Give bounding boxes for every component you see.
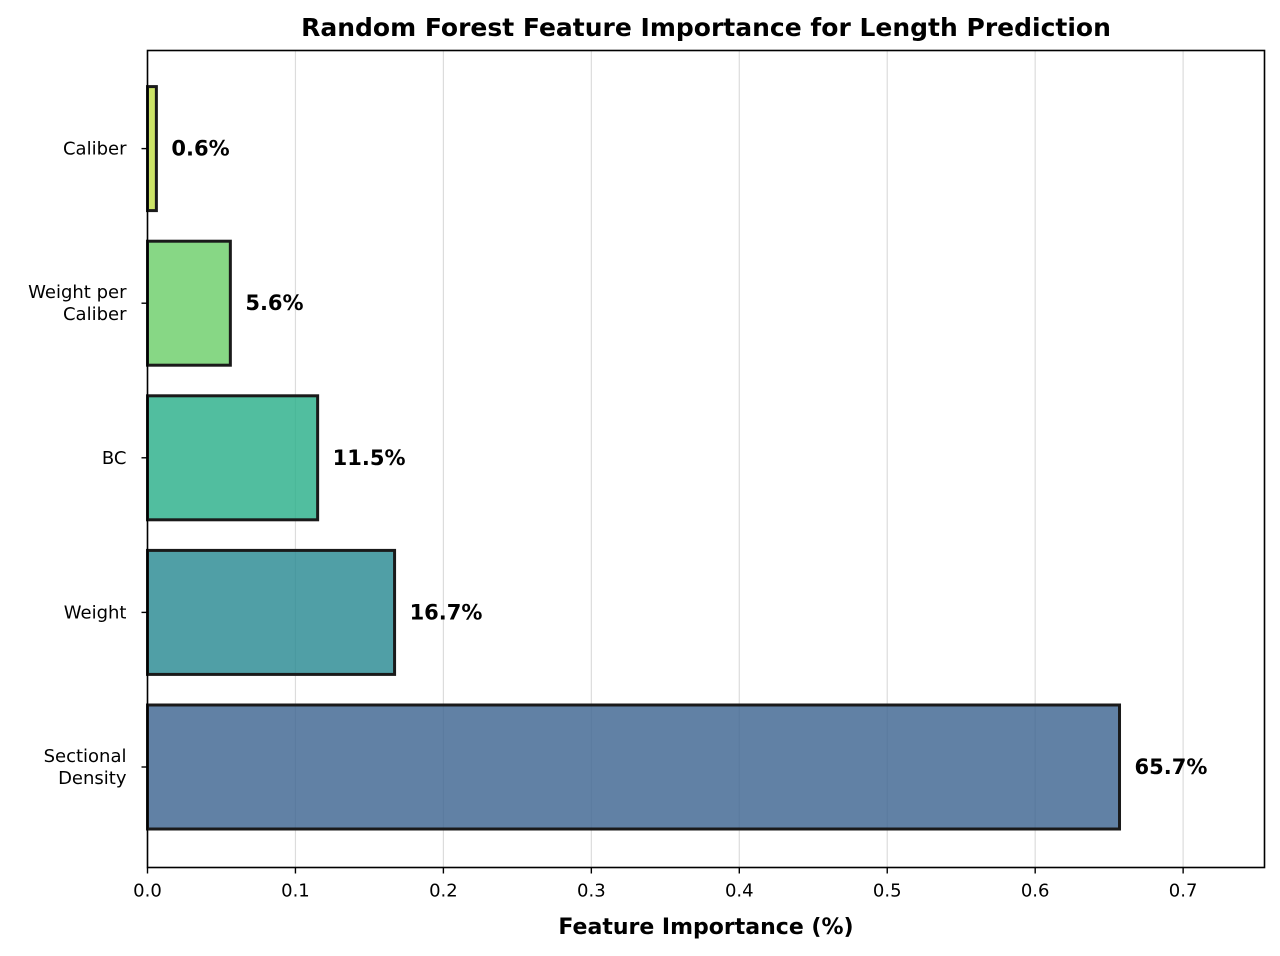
y-axis-ticks: Sectional Density Weight BC Weight per Calibe… <box>28 139 148 789</box>
x-tick-label: 0.6 <box>1021 881 1050 902</box>
x-tick-label: 0.0 <box>133 881 162 902</box>
bar-value-label: 11.5% <box>333 446 406 470</box>
bar <box>146 85 158 213</box>
bar-value-label: 5.6% <box>245 291 303 315</box>
x-tick-label: 0.4 <box>725 881 754 902</box>
y-tick-label: BC <box>102 448 127 469</box>
bar <box>146 548 397 676</box>
x-tick-label: 0.5 <box>873 881 902 902</box>
bars <box>146 85 1122 831</box>
x-tick-label: 0.1 <box>281 881 310 902</box>
x-tick-label: 0.7 <box>1169 881 1198 902</box>
y-tick-label: Sectional Density <box>44 746 127 789</box>
x-tick-label: 0.3 <box>577 881 606 902</box>
y-tick-label: Weight per Caliber <box>28 282 127 325</box>
y-tick-label: Weight <box>64 602 127 623</box>
x-axis-ticks: 0.0 0.1 0.2 0.3 0.4 0.5 0.6 0.7 <box>133 867 1198 902</box>
bar <box>146 394 320 522</box>
plot-frame <box>146 49 1266 869</box>
x-axis-label: Feature Importance (%) <box>558 915 853 940</box>
bar-value-label: 65.7% <box>1135 755 1208 779</box>
gridlines <box>146 50 1184 868</box>
chart-title: Random Forest Feature Importance for Len… <box>301 13 1111 42</box>
bar-value-label: 16.7% <box>410 600 483 624</box>
bar <box>146 703 1122 831</box>
data-labels: 65.7% 16.7% 11.5% 5.6% 0.6% <box>171 137 1207 779</box>
bar-value-label: 0.6% <box>171 137 229 161</box>
bar <box>146 239 232 367</box>
y-tick-label: Caliber <box>63 139 127 160</box>
x-tick-label: 0.2 <box>429 881 458 902</box>
